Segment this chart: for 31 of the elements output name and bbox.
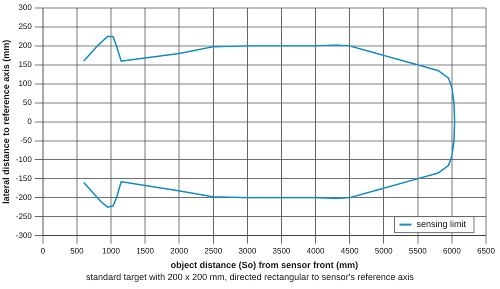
y-tick-label: 200 bbox=[18, 41, 32, 50]
y-tick-label: -250 bbox=[16, 212, 32, 221]
y-tick-label: -150 bbox=[16, 174, 32, 183]
y-tick-label: 300 bbox=[18, 3, 32, 12]
x-tick-label: 4500 bbox=[340, 246, 360, 256]
x-tick-label: 6500 bbox=[477, 246, 496, 256]
y-tick-label: 50 bbox=[22, 98, 32, 108]
x-tick-label: 5500 bbox=[408, 246, 428, 256]
y-tick-label: -50 bbox=[20, 136, 32, 145]
y-axis-title: lateral distance to reference axis (mm) bbox=[0, 40, 11, 204]
y-tick-label: 150 bbox=[18, 60, 32, 70]
y-tick-label: -200 bbox=[16, 192, 32, 202]
text: standard target with 200 x 200 mm, directed rectangular to sensor's reference axis bbox=[85, 272, 415, 282]
legend-label: sensing limit bbox=[416, 219, 466, 230]
x-tick-label: 1000 bbox=[102, 246, 120, 256]
x-tick-label: 2500 bbox=[204, 246, 223, 256]
x-tick-label: 3000 bbox=[238, 246, 257, 256]
x-tick-label: 1500 bbox=[136, 246, 155, 256]
y-tick-label: -300 bbox=[16, 230, 32, 240]
x-tick-label: 0 bbox=[40, 246, 46, 256]
x-tick-label: 4000 bbox=[306, 246, 325, 256]
y-tick-label: 0 bbox=[27, 117, 32, 126]
x-axis-title: object distance (So) from sensor front (mm) bbox=[170, 260, 358, 270]
x-tick-label: 3500 bbox=[272, 246, 291, 256]
y-tick-label: 100 bbox=[18, 79, 32, 88]
x-tick-label: 2000 bbox=[170, 246, 189, 256]
x-tick-label: 500 bbox=[70, 246, 84, 256]
x-tick-label: 5000 bbox=[374, 246, 394, 256]
y-tick-label: 250 bbox=[18, 22, 32, 32]
y-tick-label: -100 bbox=[16, 154, 32, 164]
x-tick-label: 6000 bbox=[443, 246, 462, 256]
